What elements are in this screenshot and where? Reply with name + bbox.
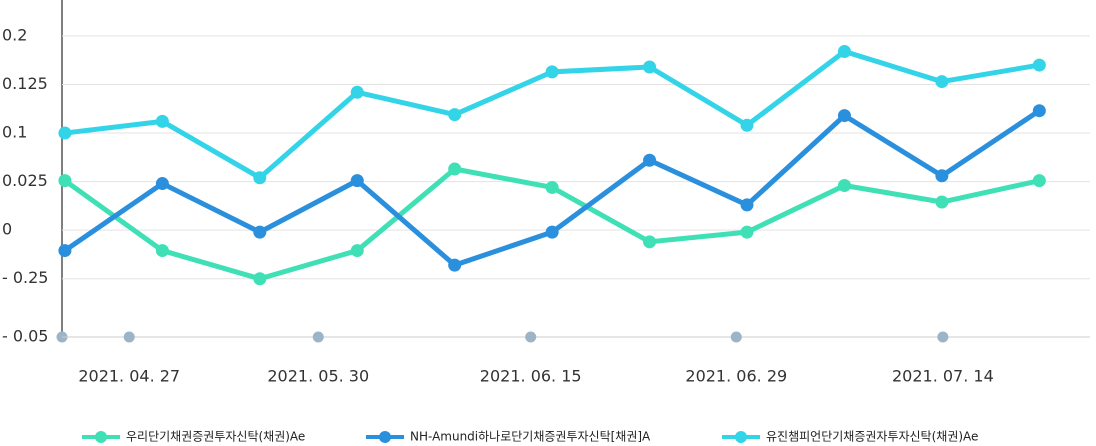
x-tick-dot [730,331,742,343]
data-point [155,114,169,128]
data-point [448,108,462,122]
data-point [643,235,657,249]
legend-swatch-dot [735,431,747,443]
legend-swatch-dot [379,431,391,443]
data-point [253,272,267,286]
x-tick-dot [312,331,324,343]
data-point [350,85,364,99]
data-point [58,126,72,140]
x-tick-dot [525,331,537,343]
data-point [253,171,267,185]
data-point [58,244,72,258]
legend-label: 우리단기채권증권투자신탁(채권)Ae [126,430,305,444]
legend-label: NH-Amundi하나로단기채증권투자신탁[채권]A [410,430,651,444]
data-point [1032,104,1046,118]
data-point [545,180,559,194]
data-point [837,109,851,123]
data-point [837,44,851,58]
data-point [1032,174,1046,188]
data-point [545,65,559,79]
data-point [740,118,754,132]
data-point [448,162,462,176]
y-tick-label: - 0.05 [2,327,48,346]
y-tick-label: 0.025 [2,171,48,190]
x-tick-label: 2021. 07. 14 [892,367,994,386]
data-point [935,195,949,209]
data-point [837,178,851,192]
data-point [1032,58,1046,72]
data-point [155,177,169,191]
y-tick-label: 0.2 [2,25,27,44]
data-point [253,225,267,239]
data-point [935,169,949,183]
data-point [740,198,754,212]
x-tick-label: 2021. 06. 29 [685,367,787,386]
y-tick-label: - 0.25 [2,268,48,287]
data-point [740,225,754,239]
y-tick-label: 0 [2,220,12,239]
data-point [155,244,169,258]
data-point [58,174,72,188]
legend-swatch-dot [95,431,107,443]
data-point [643,153,657,167]
data-point [545,225,559,239]
x-tick-dot [123,331,135,343]
y-tick-label: 0.125 [2,74,48,93]
x-tick-label: 2021. 06. 15 [480,367,582,386]
data-point [935,75,949,89]
x-tick-dot [937,331,949,343]
legend-label: 유진챔피언단기채증권자투자신탁(채권)Ae [766,429,978,444]
data-point [350,244,364,258]
data-point [643,60,657,74]
x-tick-label: 2021. 05. 30 [267,367,369,386]
x-tick-label: 2021. 04. 27 [78,367,180,386]
data-point [350,174,364,188]
data-point [448,258,462,272]
y-tick-label: 0.1 [2,123,27,142]
